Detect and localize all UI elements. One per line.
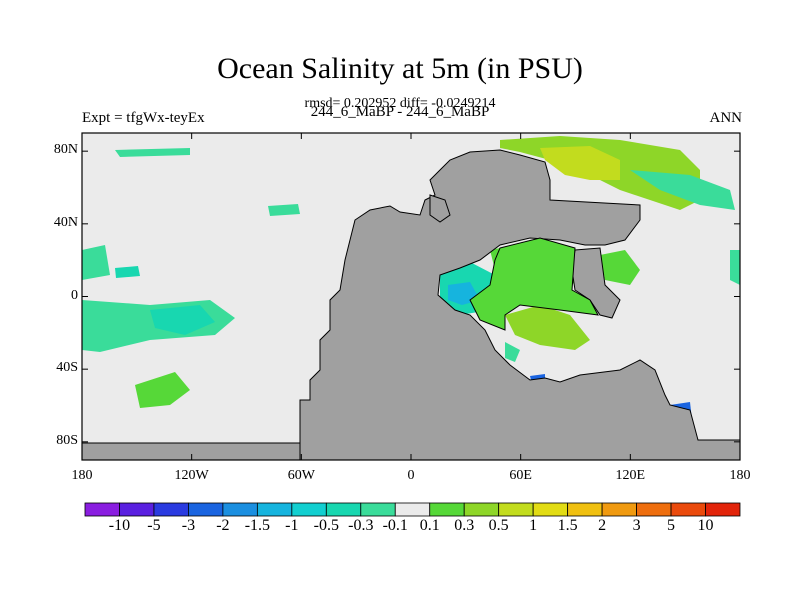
contour-south-neg [505,342,520,362]
colorbar-box [601,502,637,517]
colorbar-box [636,502,672,517]
colorbar-label: 0.3 [454,517,475,534]
lat-label: 80N [53,142,78,158]
colorbar [84,502,741,517]
colorbar-label: 2 [598,517,607,534]
experiment-label: Expt = tfgWx-teyEx [82,110,205,126]
map-title: Ocean Salinity at 5m (in PSU) [217,52,583,85]
colorbar-box [429,502,465,517]
colorbar-label: -5 [147,517,161,534]
colorbar-label: 1 [529,517,538,534]
colorbar-label: -0.1 [382,517,408,534]
contour-pacific-west-neg [82,245,110,280]
lat-label: 0 [71,287,78,303]
colorbar-label: 3 [632,517,641,534]
lon-label: 60W [287,468,315,483]
colorbar-box [705,502,741,517]
contour-pacific-small-neg [115,266,140,278]
colorbar-box [394,502,431,517]
contour-pacific-stronger-neg [150,305,215,335]
lon-label: 60E [509,468,532,483]
contour-north-atlantic-neg [115,148,190,157]
contour-central-positive-2 [505,305,590,350]
contour-east-edge-neg [730,250,740,285]
colorbar-label: 0.1 [419,517,440,534]
lat-label: 40N [53,214,78,230]
colorbar-label: -0.3 [348,517,374,534]
axis-ticks [81,133,741,460]
colorbar-box [222,502,258,517]
colorbar-label: -1.5 [244,517,271,534]
colorbar-label: 0.5 [488,517,509,534]
stats-line: rmsd= 0.202952 diff= -0.0249214 [304,96,496,111]
land-north-island [429,194,451,223]
colorbar-label: 10 [697,517,714,534]
colorbar-label: 5 [667,517,676,534]
colorbar-label: -2 [216,517,230,534]
lon-label: 180 [71,468,93,483]
lon-label: 120E [615,468,646,483]
colorbar-box [256,502,293,517]
season-label: ANN [709,110,743,126]
colorbar-box [291,502,327,517]
colorbar-box [670,502,706,517]
case-comparison-label: 244_6_MaBP - 244_6_MaBP [310,104,490,120]
colorbar-box [360,502,396,517]
land-west-continent [299,149,741,461]
colorbar-label: -3 [181,517,196,534]
lat-label: 80S [56,432,78,448]
ocean-inlet [469,237,599,331]
colorbar-box [463,502,500,517]
colorbar-label: 1.5 [557,517,578,534]
colorbar-label: -0.5 [313,517,339,534]
land-masses [81,149,741,461]
colorbar-box [188,502,224,517]
colorbar-label: -1 [285,517,299,534]
land-south-strip [81,442,301,461]
lat-label: 40S [56,360,78,376]
contour-pacific-south-pos [135,372,190,408]
contour-northwest-neg [268,204,300,216]
colorbar-box [153,502,189,517]
colorbar-box [119,502,155,517]
lon-label: 180 [729,468,751,483]
colorbar-box [532,502,569,517]
lon-label: 120W [174,468,209,483]
contour-north-stronger [540,146,620,180]
contour-east-positive [600,250,640,285]
colorbar-box [325,502,362,517]
colorbar-box [498,502,534,517]
lon-label: 0 [407,468,415,483]
colorbar-box [84,502,120,517]
land-east-block [571,247,621,319]
colorbar-label: -10 [108,517,131,534]
colorbar-box [567,502,603,517]
contour-north-neg [630,170,735,210]
